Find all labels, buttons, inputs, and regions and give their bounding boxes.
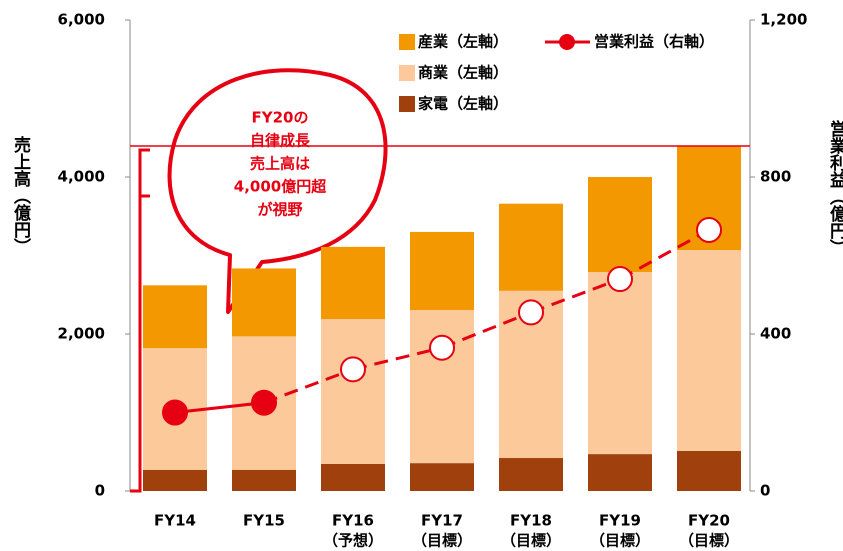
x-tick-label: （目標） bbox=[679, 532, 739, 550]
y2-tick-label: 1,200 bbox=[760, 11, 807, 29]
bar-segment bbox=[321, 319, 385, 464]
y-tick-label: 4,000 bbox=[58, 168, 105, 186]
line-segment bbox=[263, 367, 354, 405]
bar-segment bbox=[232, 268, 296, 337]
x-tick-label: （目標） bbox=[501, 532, 561, 550]
annotation: FY20の bbox=[252, 109, 309, 127]
x-tick-label: FY18 bbox=[510, 512, 552, 530]
annotation: 4,000億円超 bbox=[234, 178, 327, 196]
x-tick-label: （目標） bbox=[590, 532, 650, 550]
x-tick-label: （目標） bbox=[412, 532, 472, 550]
bar-segment bbox=[143, 285, 207, 349]
bar-segment bbox=[143, 469, 207, 491]
y-tick-label: 0 bbox=[95, 482, 105, 500]
y-axis-label: 売上高（億円） bbox=[10, 135, 31, 255]
bar-segment bbox=[410, 231, 474, 311]
x-tick-label: FY15 bbox=[243, 512, 285, 530]
legend-label: 商業（左軸） bbox=[418, 64, 508, 82]
bar-segment bbox=[410, 463, 474, 491]
legend-marker bbox=[559, 34, 575, 50]
line-point bbox=[429, 334, 455, 361]
bracket bbox=[130, 148, 150, 493]
y2-axis-label: 営業利益（億円） bbox=[826, 119, 843, 256]
line-segment bbox=[530, 277, 621, 314]
legend-label: 産業（左軸） bbox=[418, 33, 508, 51]
x-tick-label: FY16 bbox=[332, 512, 374, 530]
legend-swatch bbox=[399, 96, 415, 112]
bar-segment bbox=[588, 271, 652, 455]
y-tick-label: 2,000 bbox=[58, 325, 105, 343]
y2-tick-label: 400 bbox=[760, 325, 791, 343]
legend-label: 家電（左軸） bbox=[418, 95, 508, 113]
line-segment bbox=[352, 346, 443, 371]
x-tick-label: FY14 bbox=[154, 512, 196, 530]
annotation: 自律成長 bbox=[250, 132, 311, 150]
line-point bbox=[340, 356, 366, 383]
bar-segment bbox=[410, 310, 474, 464]
x-tick-label: FY19 bbox=[599, 512, 641, 530]
legend-swatch bbox=[399, 65, 415, 81]
bar-segment bbox=[677, 250, 741, 451]
legend-swatch bbox=[399, 34, 415, 50]
bar-segment bbox=[499, 203, 563, 291]
line-segment bbox=[441, 311, 532, 350]
line-segment bbox=[174, 401, 265, 414]
line-segment bbox=[619, 228, 710, 281]
callout-bubble bbox=[167, 68, 388, 314]
bar-segment bbox=[321, 246, 385, 320]
line-point bbox=[696, 216, 722, 243]
bar-segment bbox=[677, 450, 741, 491]
line-point bbox=[162, 399, 188, 426]
bar-segment bbox=[232, 469, 296, 491]
y2-tick-label: 800 bbox=[760, 168, 791, 186]
line-point bbox=[607, 266, 633, 293]
annotation: 売上高は bbox=[250, 155, 310, 173]
bar-segment bbox=[499, 458, 563, 491]
y2-tick-label: 0 bbox=[760, 482, 770, 500]
line-point bbox=[518, 299, 544, 326]
legend-label: 営業利益（右軸） bbox=[594, 33, 714, 51]
annotation: が視野 bbox=[257, 201, 302, 219]
bar-segment bbox=[588, 177, 652, 272]
y-tick-label: 6,000 bbox=[58, 11, 105, 29]
x-tick-label: FY17 bbox=[421, 512, 463, 530]
bar-segment bbox=[321, 463, 385, 491]
x-tick-label: FY20 bbox=[688, 512, 730, 530]
bar-segment bbox=[588, 454, 652, 491]
x-tick-label: （予想） bbox=[323, 532, 383, 550]
line-point bbox=[251, 389, 277, 416]
